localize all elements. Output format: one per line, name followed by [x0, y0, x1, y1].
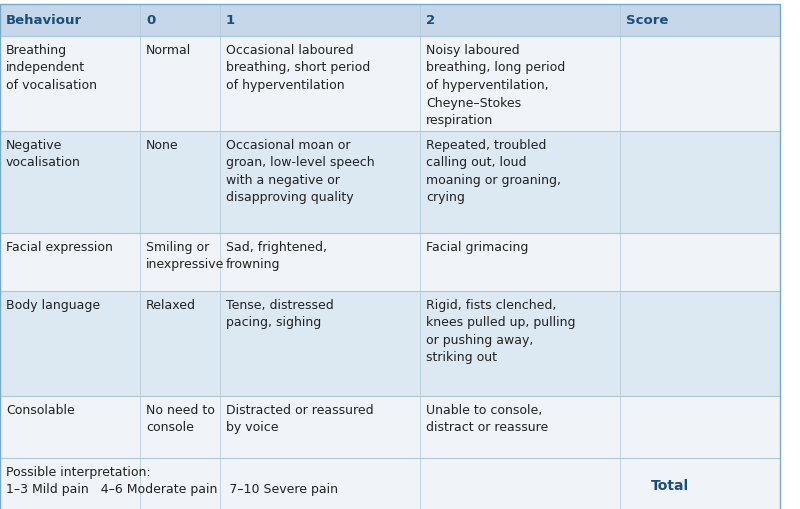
- Text: Occasional moan or
groan, low-level speech
with a negative or
disapproving quali: Occasional moan or groan, low-level spee…: [226, 139, 374, 204]
- Text: Smiling or
inexpressive: Smiling or inexpressive: [146, 241, 224, 271]
- Text: 1: 1: [226, 14, 235, 27]
- Text: None: None: [146, 139, 178, 152]
- Text: Negative
vocalisation: Negative vocalisation: [6, 139, 81, 169]
- Text: Facial expression: Facial expression: [6, 241, 113, 253]
- Text: Repeated, troubled
calling out, loud
moaning or groaning,
crying: Repeated, troubled calling out, loud moa…: [426, 139, 561, 204]
- Text: Possible interpretation:
1–3 Mild pain   4–6 Moderate pain   7–10 Severe pain: Possible interpretation: 1–3 Mild pain 4…: [6, 465, 338, 496]
- Text: Consolable: Consolable: [6, 403, 74, 416]
- Bar: [0, 132, 780, 234]
- Text: Relaxed: Relaxed: [146, 298, 196, 312]
- Bar: [0, 37, 780, 132]
- Text: No need to
console: No need to console: [146, 403, 215, 434]
- Bar: [0, 396, 780, 458]
- Text: Occasional laboured
breathing, short period
of hyperventilation: Occasional laboured breathing, short per…: [226, 44, 370, 92]
- Text: Noisy laboured
breathing, long period
of hyperventilation,
Cheyne–Stokes
respira: Noisy laboured breathing, long period of…: [426, 44, 566, 127]
- Text: Unable to console,
distract or reassure: Unable to console, distract or reassure: [426, 403, 548, 434]
- Text: Breathing
independent
of vocalisation: Breathing independent of vocalisation: [6, 44, 97, 92]
- Text: Distracted or reassured
by voice: Distracted or reassured by voice: [226, 403, 374, 434]
- Text: Body language: Body language: [6, 298, 100, 312]
- Bar: [0, 234, 780, 292]
- Bar: [0, 5, 780, 37]
- Text: Total: Total: [651, 478, 689, 492]
- Text: Score: Score: [626, 14, 668, 27]
- Text: 0: 0: [146, 14, 155, 27]
- Text: Behaviour: Behaviour: [6, 14, 82, 27]
- Text: Rigid, fists clenched,
knees pulled up, pulling
or pushing away,
striking out: Rigid, fists clenched, knees pulled up, …: [426, 298, 575, 364]
- Text: Facial grimacing: Facial grimacing: [426, 241, 528, 253]
- Bar: [0, 292, 780, 396]
- Text: Sad, frightened,
frowning: Sad, frightened, frowning: [226, 241, 327, 271]
- Text: Normal: Normal: [146, 44, 191, 57]
- Text: Tense, distressed
pacing, sighing: Tense, distressed pacing, sighing: [226, 298, 334, 329]
- Bar: [0, 458, 780, 509]
- Text: 2: 2: [426, 14, 435, 27]
